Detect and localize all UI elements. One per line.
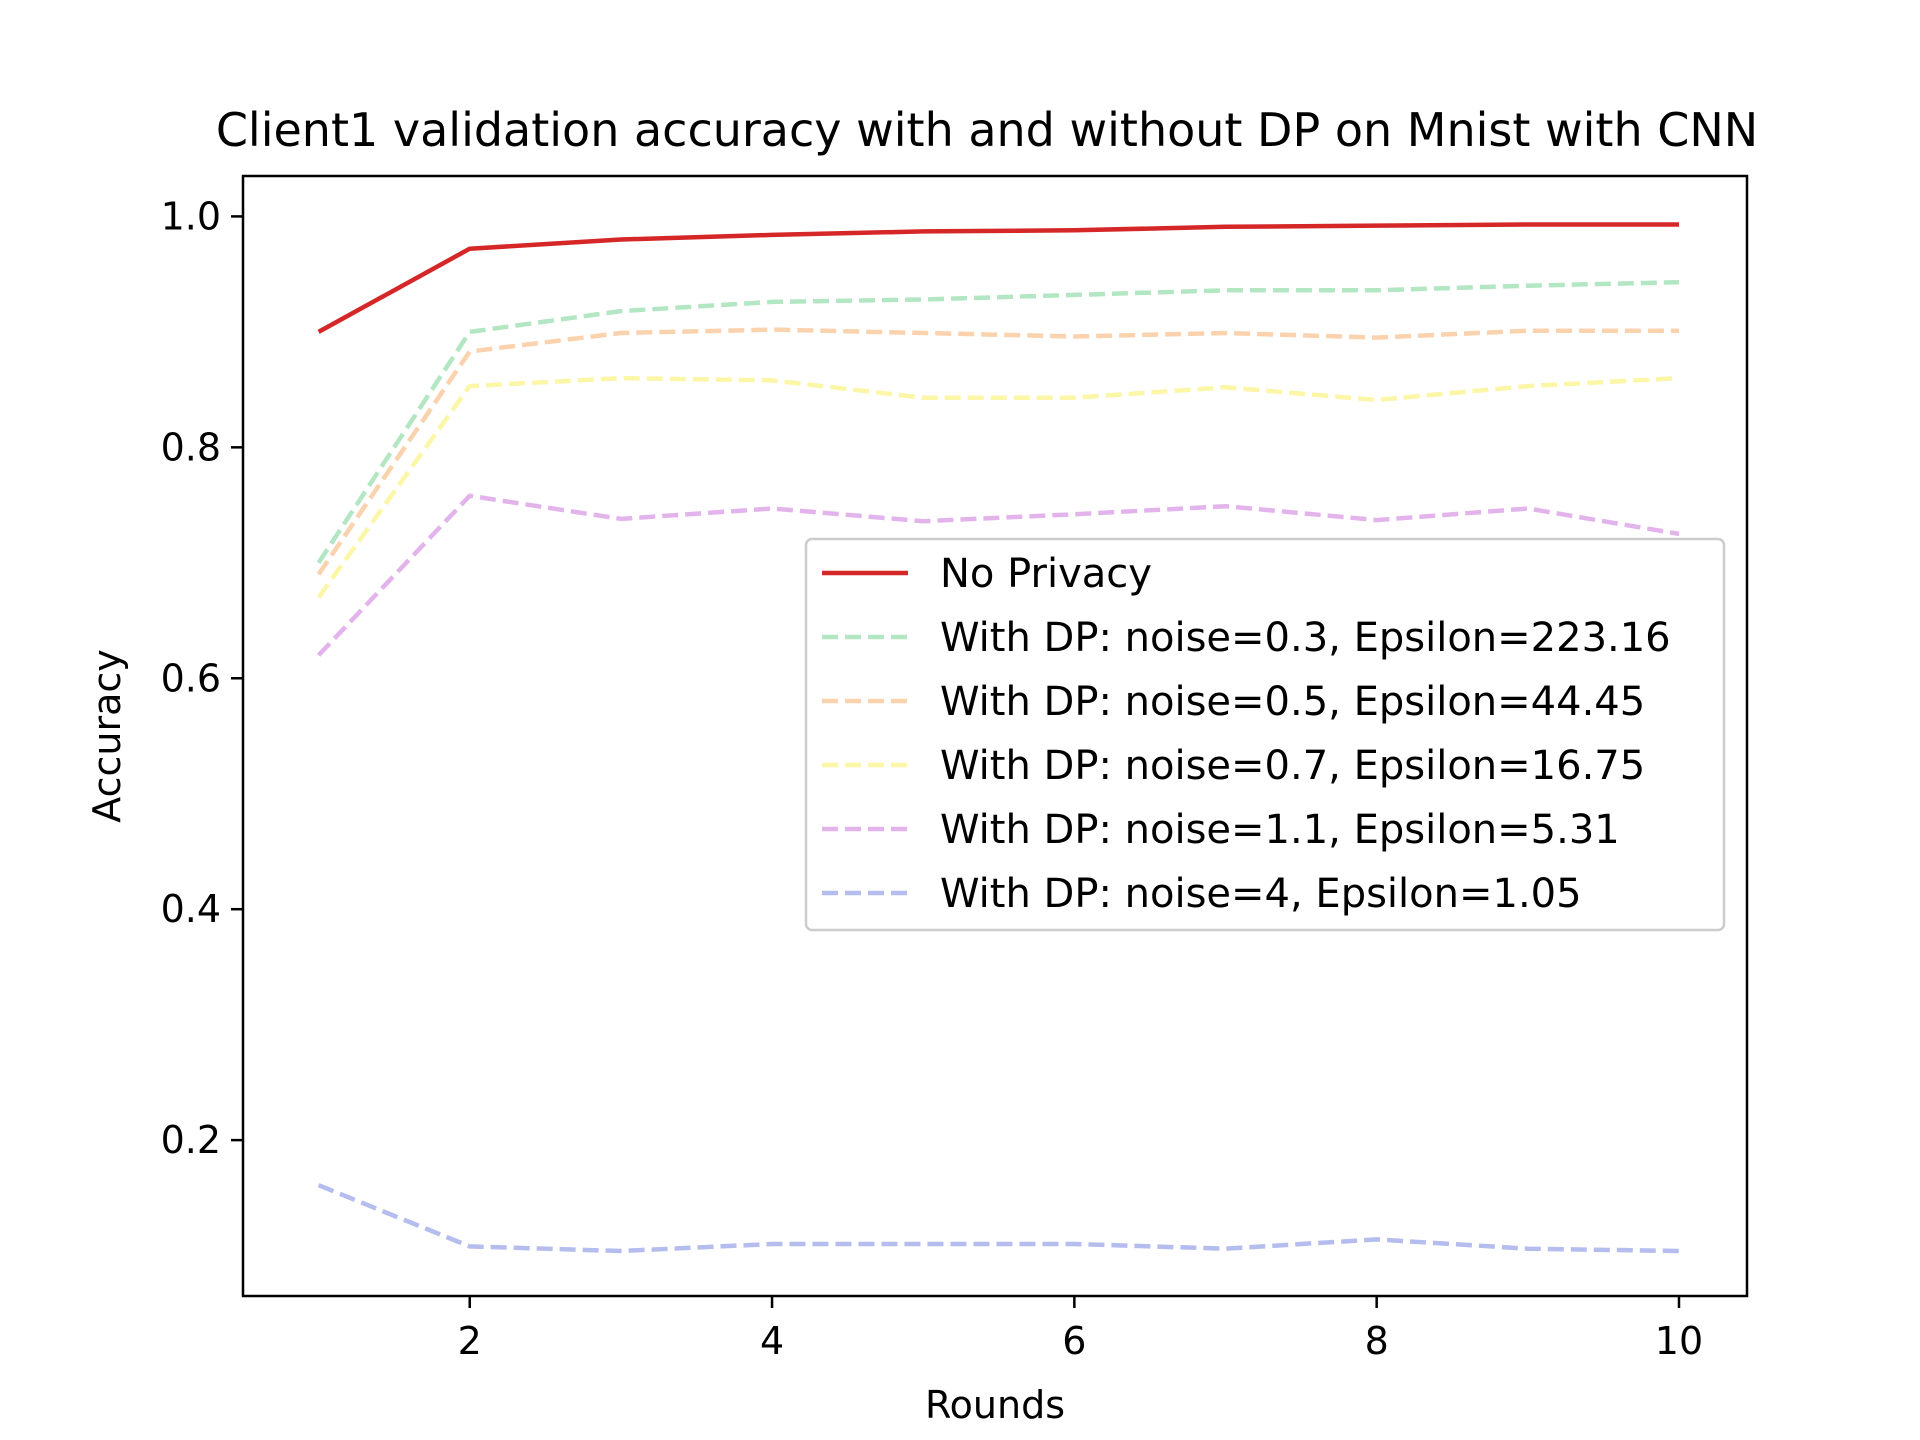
y-tick-label: 0.6 bbox=[161, 656, 221, 700]
y-tick-label: 0.2 bbox=[161, 1118, 221, 1162]
y-tick-label: 0.4 bbox=[161, 887, 221, 931]
legend-label-6: With DP: noise=4, Epsilon=1.05 bbox=[940, 871, 1582, 917]
x-tick-label: 8 bbox=[1365, 1319, 1389, 1363]
y-tick-label: 0.8 bbox=[161, 425, 221, 469]
chart-title: Client1 validation accuracy with and wit… bbox=[216, 103, 1758, 157]
x-tick-label: 4 bbox=[760, 1319, 784, 1363]
series-line-3 bbox=[316, 327, 1679, 576]
legend-label-4: With DP: noise=0.7, Epsilon=16.75 bbox=[940, 743, 1645, 789]
legend-label-1: No Privacy bbox=[940, 551, 1152, 597]
series-line-2 bbox=[316, 279, 1680, 565]
y-axis-ticks: 0.2 0.4 0.6 0.8 1.0 bbox=[161, 194, 243, 1162]
x-tick-label: 6 bbox=[1062, 1319, 1086, 1363]
legend-label-5: With DP: noise=1.1, Epsilon=5.31 bbox=[940, 807, 1620, 853]
series-line-6 bbox=[317, 1183, 1680, 1254]
x-tick-label: 10 bbox=[1655, 1319, 1703, 1363]
plot-frame bbox=[241, 174, 1749, 1298]
x-axis-ticks: 2 4 6 8 10 bbox=[458, 1296, 1703, 1363]
legend: No Privacy With DP: noise=0.3, Epsilon=22… bbox=[804, 537, 1726, 932]
legend-box bbox=[804, 537, 1726, 932]
series-line-4 bbox=[316, 375, 1680, 599]
legend-label-2: With DP: noise=0.3, Epsilon=223.16 bbox=[940, 615, 1671, 661]
y-axis-label: Accuracy bbox=[85, 649, 129, 823]
series-line-5 bbox=[316, 493, 1680, 657]
series-line-1 bbox=[317, 222, 1679, 334]
legend-label-3: With DP: noise=0.5, Epsilon=44.45 bbox=[940, 679, 1645, 725]
y-tick-label: 1.0 bbox=[161, 194, 221, 238]
x-tick-label: 2 bbox=[458, 1319, 482, 1363]
legend-entries: No Privacy With DP: noise=0.3, Epsilon=22… bbox=[822, 551, 1671, 917]
x-axis-label: Rounds bbox=[925, 1383, 1065, 1427]
series-layer bbox=[316, 222, 1680, 1254]
